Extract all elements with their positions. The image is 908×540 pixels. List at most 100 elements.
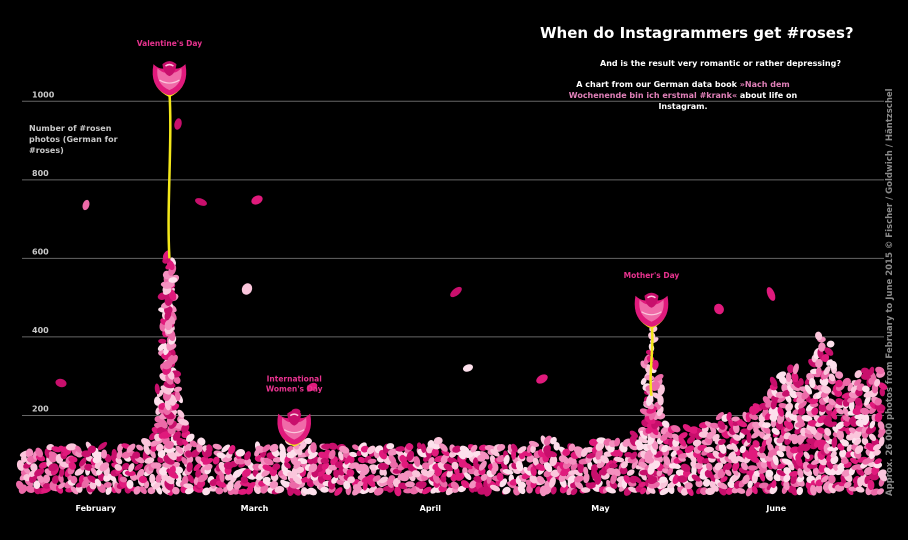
petal [663, 455, 671, 466]
petal [789, 390, 798, 399]
petal [797, 443, 806, 453]
x-tick-label: May [591, 504, 610, 513]
petal [695, 462, 704, 470]
petal [574, 480, 584, 490]
petal [206, 444, 213, 453]
petal [308, 463, 318, 473]
petal [678, 437, 687, 447]
x-tick-label: June [765, 504, 786, 513]
petal [769, 485, 778, 495]
petal [157, 342, 167, 351]
petal [78, 457, 88, 467]
petal [171, 486, 180, 495]
petal [279, 443, 286, 455]
note-suffix: about life on Instagram. [658, 91, 798, 111]
petal [677, 475, 688, 483]
petal [783, 420, 794, 430]
petal [802, 461, 811, 473]
petal [678, 453, 689, 459]
petal [758, 467, 768, 474]
petal [826, 340, 835, 348]
petal [132, 451, 141, 459]
petal [158, 338, 167, 344]
petal [468, 479, 478, 489]
petal [854, 397, 863, 406]
petal [725, 469, 732, 477]
petal [48, 451, 59, 460]
petal [532, 457, 539, 466]
petal [809, 377, 816, 389]
petal [399, 454, 408, 463]
petal [197, 473, 209, 483]
rose-head-icon [152, 61, 187, 96]
petal [651, 392, 663, 400]
petal [854, 445, 864, 455]
petal [362, 481, 368, 491]
petal [189, 440, 198, 448]
petal [739, 445, 747, 454]
petal [589, 438, 598, 447]
petal [386, 443, 395, 450]
petal [174, 118, 182, 130]
petal [431, 448, 439, 457]
petal [59, 468, 65, 477]
petal [792, 363, 799, 375]
petal [149, 473, 156, 484]
petal [788, 433, 799, 441]
petal [360, 445, 369, 453]
petal [670, 425, 681, 433]
petal [671, 444, 680, 451]
petal [772, 454, 779, 466]
petal [274, 485, 285, 494]
petal [686, 436, 696, 444]
petal [820, 385, 832, 394]
petal [93, 451, 103, 458]
petal [815, 358, 823, 368]
petal [159, 450, 166, 459]
petal [821, 353, 830, 362]
petal [806, 437, 817, 445]
petal [583, 473, 590, 484]
petal [776, 469, 786, 477]
petal [450, 481, 460, 490]
petal [736, 487, 746, 494]
petal [483, 486, 492, 497]
petal [35, 447, 44, 458]
petal [776, 371, 787, 379]
petal [837, 462, 847, 470]
petal [867, 479, 875, 491]
petal [825, 403, 834, 411]
petal [614, 437, 621, 447]
petal [89, 481, 97, 490]
petal [785, 445, 792, 455]
petal [788, 413, 799, 421]
petal [824, 347, 834, 356]
petal [759, 445, 766, 454]
petal [718, 443, 727, 454]
petal [238, 488, 248, 495]
petal [287, 471, 296, 479]
petal [660, 433, 668, 442]
petal [691, 474, 701, 482]
petal [591, 464, 599, 472]
petal [119, 476, 128, 483]
petal [193, 462, 202, 472]
petal [543, 444, 551, 454]
petal [581, 487, 591, 493]
petal [346, 468, 355, 477]
petal [854, 379, 862, 386]
petal [515, 460, 524, 472]
petal [630, 451, 638, 460]
petal [652, 359, 659, 370]
petal [136, 444, 144, 451]
petal [159, 431, 172, 439]
petal [712, 433, 720, 442]
petal [567, 457, 577, 465]
petal [560, 467, 571, 477]
petal [105, 486, 113, 495]
petal [440, 453, 450, 464]
petal [186, 461, 193, 473]
petal [704, 469, 713, 478]
petal [328, 442, 338, 450]
petal [168, 277, 178, 283]
